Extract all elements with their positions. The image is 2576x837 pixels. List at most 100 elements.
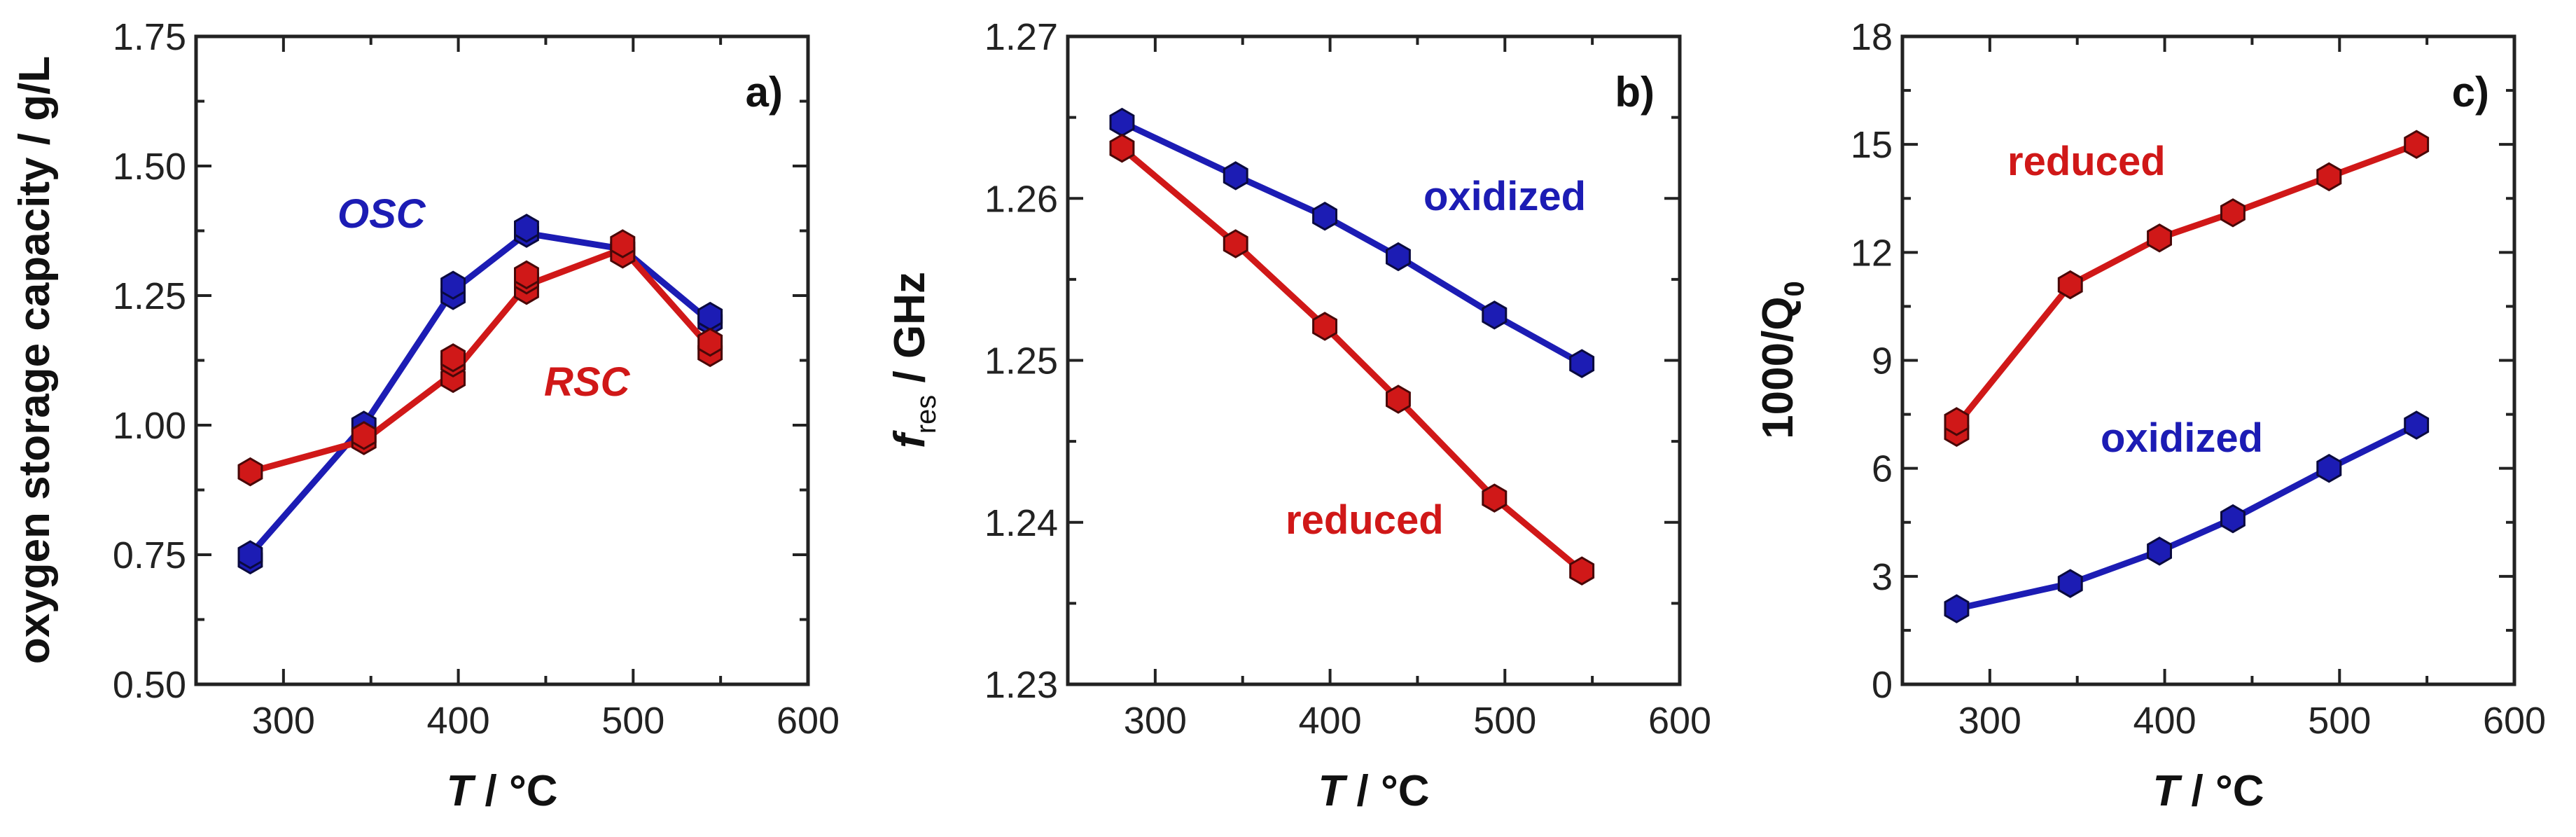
data-point-oxidized [2057, 569, 2083, 598]
data-point-reduced [1386, 385, 1411, 414]
data-point-oxidized [1223, 161, 1248, 191]
data-point-oxidized [2220, 504, 2246, 534]
panel-b-ticks [1066, 35, 1681, 686]
y-tick-label: 6 [1872, 448, 1893, 490]
data-point-osc [514, 214, 539, 243]
panel-a-x-axis-title: T / °C [446, 767, 557, 815]
y-tick-label: 1.27 [984, 16, 1058, 58]
y-tick-label: 1.25 [984, 340, 1058, 382]
data-point-oxidized [1482, 300, 1508, 330]
panel-c-label: c) [2452, 69, 2489, 116]
y-tick-label: 0 [1872, 664, 1893, 706]
panel-b-y-axis-title: fres / GHz [886, 272, 942, 448]
series-line-reduced [1953, 141, 2420, 429]
data-point-rsc [610, 229, 636, 258]
data-point-oxidized [1944, 594, 1970, 623]
data-point-osc [440, 270, 466, 300]
series-line-oxidized [1953, 422, 2420, 612]
panel-c-tick-labels: 300 400 500 600 0 3 6 9 12 15 18 [1851, 16, 2546, 742]
series-line-reduced [1118, 145, 1585, 574]
y-tick-label: 12 [1851, 232, 1893, 274]
data-point-rsc [440, 343, 466, 373]
data-point-reduced [2220, 198, 2246, 228]
y-tick-label: 1.00 [113, 405, 186, 447]
data-point-reduced [2316, 162, 2342, 192]
y-tick-label: 1.25 [113, 275, 186, 317]
x-tick-label: 400 [1299, 700, 1362, 742]
series-line-rsc [246, 245, 713, 476]
data-point-oxidized [1386, 242, 1411, 272]
data-point-oxidized [1312, 201, 1337, 231]
y-tick-label: 0.50 [113, 664, 186, 706]
x-tick-label: 300 [252, 700, 315, 742]
data-point-reduced [1944, 407, 1970, 436]
series-line-oxidized [1118, 119, 1585, 367]
y-tick-label: 1.26 [984, 178, 1058, 220]
y-tick-label: 18 [1851, 16, 1893, 58]
panel-c-x-axis-title: T / °C [2152, 767, 2264, 815]
y-tick-label: 1.23 [984, 664, 1058, 706]
data-point-oxidized [2404, 410, 2430, 440]
svg-text:fres / GHz: fres / GHz [886, 272, 942, 448]
data-point-rsc [237, 457, 263, 487]
panel-b-label: b) [1615, 69, 1655, 116]
data-point-reduced [1223, 229, 1248, 258]
data-point-rsc [514, 260, 539, 290]
data-point-rsc [351, 421, 377, 450]
y-tick-label: 9 [1872, 340, 1893, 382]
data-point-oxidized [1109, 107, 1135, 137]
data-point-reduced [2147, 223, 2172, 253]
series-line-osc [246, 230, 713, 558]
data-point-reduced [2404, 130, 2430, 159]
panel-c-reduced-label: reduced [2007, 139, 2166, 184]
y-tick-label: 15 [1851, 124, 1893, 166]
y-tick-label: 1.50 [113, 146, 186, 188]
x-tick-label: 600 [2483, 700, 2546, 742]
y-tick-label: 3 [1872, 556, 1893, 598]
x-tick-label: 600 [1648, 700, 1711, 742]
x-tick-label: 300 [1124, 700, 1187, 742]
x-tick-label: 300 [1958, 700, 2021, 742]
x-tick-label: 500 [601, 700, 664, 742]
data-point-reduced [1482, 483, 1508, 513]
panel-b-series [1109, 107, 1595, 586]
panel-a-series [237, 214, 723, 575]
y-tick-label: 0.75 [113, 534, 186, 576]
x-tick-label: 400 [427, 700, 490, 742]
panel-b-reduced-label: reduced [1286, 497, 1444, 543]
panel-c-ticks [1901, 35, 2516, 686]
panel-a-label: a) [746, 69, 783, 116]
data-point-reduced [1569, 556, 1595, 586]
panel-a-tick-labels: 300 400 500 600 0.50 0.75 1.00 1.25 1.50 1.75 [113, 16, 840, 742]
x-tick-label: 600 [777, 700, 840, 742]
data-point-osc [697, 301, 723, 331]
panel-b: 300 400 500 600 1.23 1.24 1.25 1.26 1.27 b) oxid… [886, 16, 1711, 815]
data-point-reduced [1109, 133, 1135, 163]
data-point-osc [237, 540, 263, 569]
panel-b-oxidized-label: oxidized [1423, 174, 1586, 219]
x-tick-label: 400 [2133, 700, 2196, 742]
panel-a-y-axis-title: oxygen storage capacity / g/L [11, 56, 59, 664]
x-tick-label: 500 [2308, 700, 2371, 742]
panel-b-x-axis-title: T / °C [1318, 767, 1429, 815]
panel-b-tick-labels: 300 400 500 600 1.23 1.24 1.25 1.26 1.27 [984, 16, 1711, 742]
data-point-reduced [1312, 312, 1337, 341]
data-point-rsc [697, 327, 723, 357]
panel-a-rsc-label: RSC [544, 359, 631, 405]
panel-c-oxidized-label: oxidized [2101, 415, 2263, 461]
y-tick-label: 1.24 [984, 502, 1058, 544]
data-point-oxidized [2316, 453, 2342, 483]
panel-c: 300 400 500 600 0 3 6 9 12 15 18 c) reduced oxidiz… [1754, 16, 2546, 815]
panel-a-ticks [195, 35, 809, 686]
panel-a-osc-label: OSC [337, 191, 426, 237]
x-tick-label: 500 [1473, 700, 1536, 742]
data-point-reduced [2057, 270, 2083, 300]
data-point-oxidized [1569, 349, 1595, 378]
data-point-oxidized [2147, 537, 2172, 566]
panel-c-y-axis-title: 1000/Q0 [1754, 281, 1810, 439]
svg-text:1000/Q0: 1000/Q0 [1754, 281, 1810, 439]
panel-c-series [1944, 130, 2430, 623]
y-tick-label: 1.75 [113, 16, 186, 58]
